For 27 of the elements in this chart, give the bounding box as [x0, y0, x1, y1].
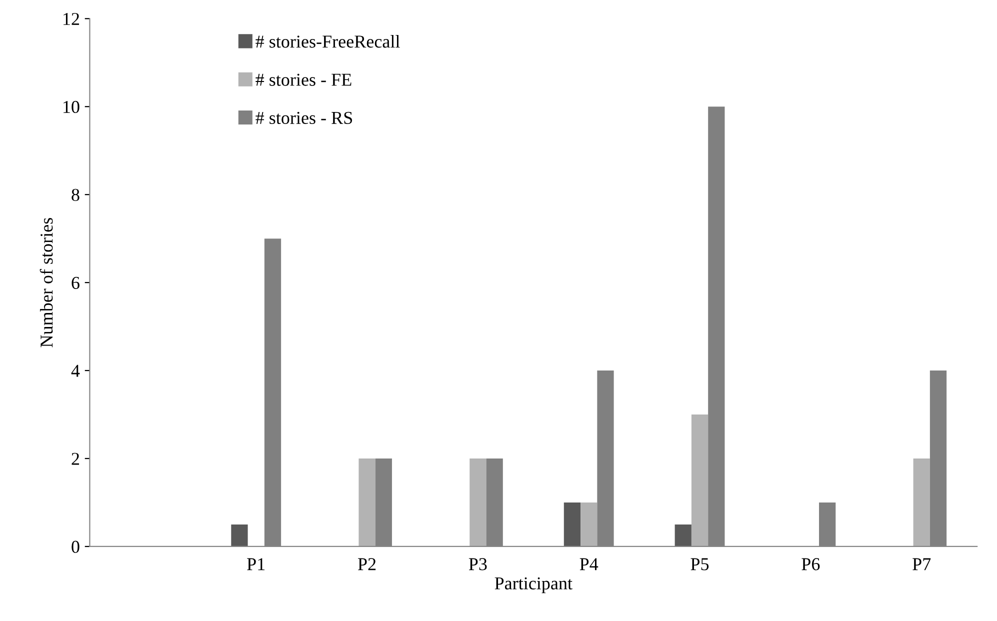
bar — [564, 502, 581, 546]
y-axis-title: Number of stories — [40, 218, 53, 348]
x-tick-label: P3 — [468, 558, 487, 570]
bar — [674, 524, 692, 546]
bar — [231, 524, 248, 546]
y-tick-label: 10 — [64, 100, 80, 114]
y-tick-label: 6 — [72, 276, 80, 289]
y-tick-label: 8 — [72, 188, 80, 202]
x-axis-title: Participant — [494, 577, 572, 594]
y-tick-label: 2 — [72, 452, 80, 465]
x-tick-label: P6 — [802, 558, 820, 570]
x-tick-label: P7 — [912, 558, 931, 570]
x-tick-label: P1 — [247, 558, 265, 570]
x-tick-label: P4 — [580, 558, 598, 570]
x-tick-label: P2 — [358, 558, 376, 570]
y-tick-label: 4 — [71, 364, 80, 377]
bar — [470, 458, 486, 546]
y-tick-label: 12 — [64, 12, 80, 25]
legend-label: # stories - FE — [256, 74, 352, 86]
bar — [358, 458, 376, 546]
legend-label: # stories-FreeRecall — [256, 34, 400, 48]
bar — [580, 502, 598, 546]
bar — [691, 414, 708, 546]
legend-label: # stories - RS — [256, 112, 352, 124]
y-tick-label: 0 — [72, 540, 80, 553]
x-tick-label: P5 — [690, 558, 709, 570]
bar — [913, 458, 930, 546]
